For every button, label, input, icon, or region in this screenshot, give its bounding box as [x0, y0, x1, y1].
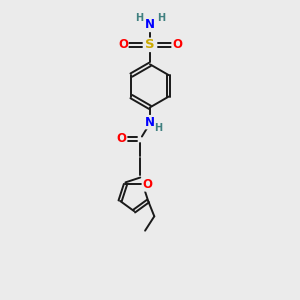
Text: O: O — [172, 38, 182, 51]
Text: O: O — [116, 133, 126, 146]
Text: O: O — [118, 38, 128, 51]
Text: O: O — [142, 178, 152, 191]
Text: H: H — [154, 123, 163, 133]
Text: H: H — [135, 13, 143, 23]
Text: N: N — [145, 116, 155, 129]
Text: N: N — [145, 19, 155, 32]
Text: H: H — [157, 13, 165, 23]
Text: S: S — [145, 38, 155, 51]
